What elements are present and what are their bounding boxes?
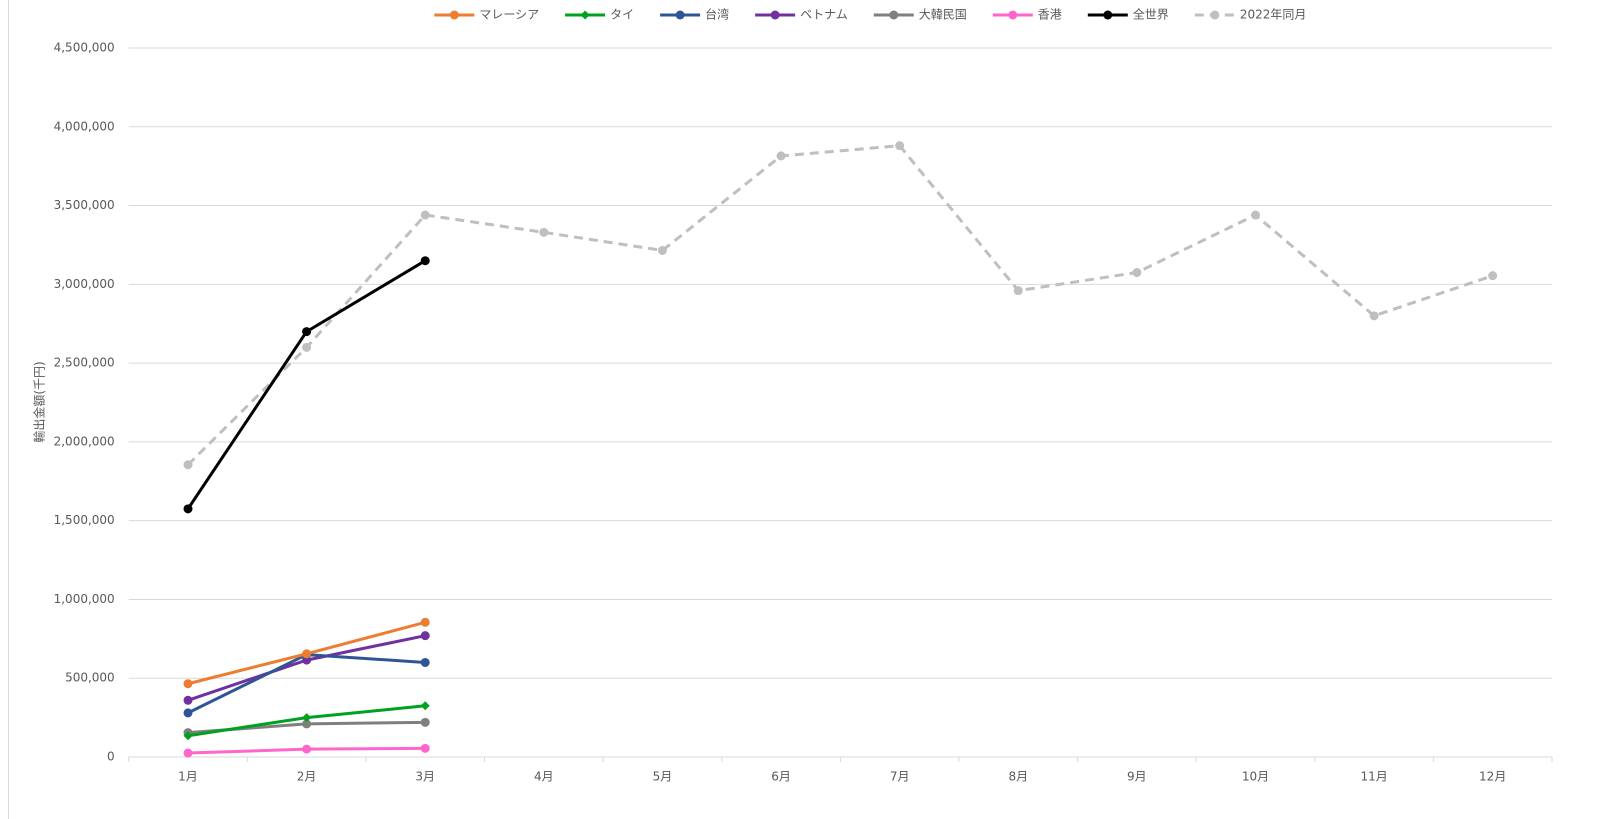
y-tick-label: 1,000,000 [54, 592, 115, 606]
marker [183, 504, 193, 514]
marker [776, 151, 786, 161]
marker [420, 701, 430, 711]
marker [770, 10, 780, 20]
y-tick-label: 3,000,000 [54, 277, 115, 291]
marker [183, 460, 193, 470]
marker [1103, 10, 1113, 20]
y-tick-label: 1,500,000 [54, 513, 115, 527]
marker [420, 617, 430, 627]
marker [302, 713, 312, 723]
legend-item: 全世界 [1087, 7, 1169, 22]
marker [1013, 286, 1023, 296]
legend-label: ベトナム [800, 8, 848, 22]
marker [657, 245, 667, 255]
marker [675, 10, 685, 20]
x-tick-label: 4月 [534, 770, 554, 784]
x-tick-label: 12月 [1479, 770, 1506, 784]
marker [302, 719, 312, 729]
marker [539, 227, 549, 237]
marker [183, 708, 193, 718]
marker [895, 141, 905, 151]
marker [302, 744, 312, 754]
y-tick-label: 2,500,000 [54, 356, 115, 370]
legend-item: マレーシア [434, 8, 539, 22]
marker [302, 327, 312, 337]
legend-item: 香港 [992, 8, 1062, 22]
legend-label: 2022年同月 [1240, 8, 1307, 22]
marker [580, 10, 590, 20]
marker [1369, 311, 1379, 321]
y-tick-label: 2,000,000 [54, 434, 115, 448]
marker [302, 649, 312, 659]
legend-label: 大韓民国 [919, 8, 967, 22]
marker [1132, 268, 1142, 278]
x-tick-label: 11月 [1360, 770, 1387, 784]
y-tick-label: 3,500,000 [54, 198, 115, 212]
marker [889, 10, 899, 20]
x-tick-label: 1月 [178, 770, 198, 784]
y-tick-label: 500,000 [65, 671, 115, 685]
marker [449, 10, 459, 20]
x-tick-label: 2月 [297, 770, 317, 784]
x-tick-label: 8月 [1008, 770, 1028, 784]
legend-item: 台湾 [660, 7, 729, 22]
marker [420, 657, 430, 667]
y-tick-label: 4,500,000 [54, 41, 115, 55]
series-line [186, 144, 1494, 466]
marker [1210, 10, 1220, 20]
chart-frame [8, 0, 9, 819]
marker [1250, 210, 1260, 220]
legend-item: 2022年同月 [1194, 8, 1307, 22]
legend-item: タイ [565, 8, 634, 22]
marker [183, 679, 193, 689]
legend-label: 全世界 [1133, 7, 1169, 22]
x-tick-label: 10月 [1242, 770, 1269, 784]
legend-item: ベトナム [755, 8, 848, 22]
marker [420, 743, 430, 753]
marker [420, 210, 430, 220]
legend-item: 大韓民国 [873, 8, 967, 22]
series-line [186, 259, 426, 510]
x-tick-label: 3月 [415, 770, 435, 784]
legend-label: マレーシア [479, 8, 539, 22]
marker [302, 342, 312, 352]
marker [420, 256, 430, 266]
y-tick-label: 4,000,000 [54, 119, 115, 133]
marker [183, 695, 193, 705]
x-tick-label: 7月 [890, 770, 910, 784]
x-tick-label: 5月 [653, 770, 673, 784]
y-axis-label: 輸出金額(千円) [32, 361, 47, 442]
series-line [187, 634, 426, 702]
legend: マレーシア タイ 台湾 ベトナム 大韓民国 香港 全世界 2022年同月 [434, 7, 1306, 22]
marker [1488, 271, 1498, 281]
marker [1008, 10, 1018, 20]
x-tick-label: 9月 [1127, 770, 1147, 784]
legend-label: タイ [610, 8, 634, 22]
marker [420, 631, 430, 641]
marker [420, 717, 430, 727]
y-tick-label: 0 [107, 750, 115, 764]
marker [183, 748, 193, 758]
marker [183, 731, 193, 741]
x-tick-label: 6月 [771, 770, 791, 784]
legend-label: 香港 [1038, 8, 1062, 22]
legend-label: 台湾 [705, 7, 729, 22]
